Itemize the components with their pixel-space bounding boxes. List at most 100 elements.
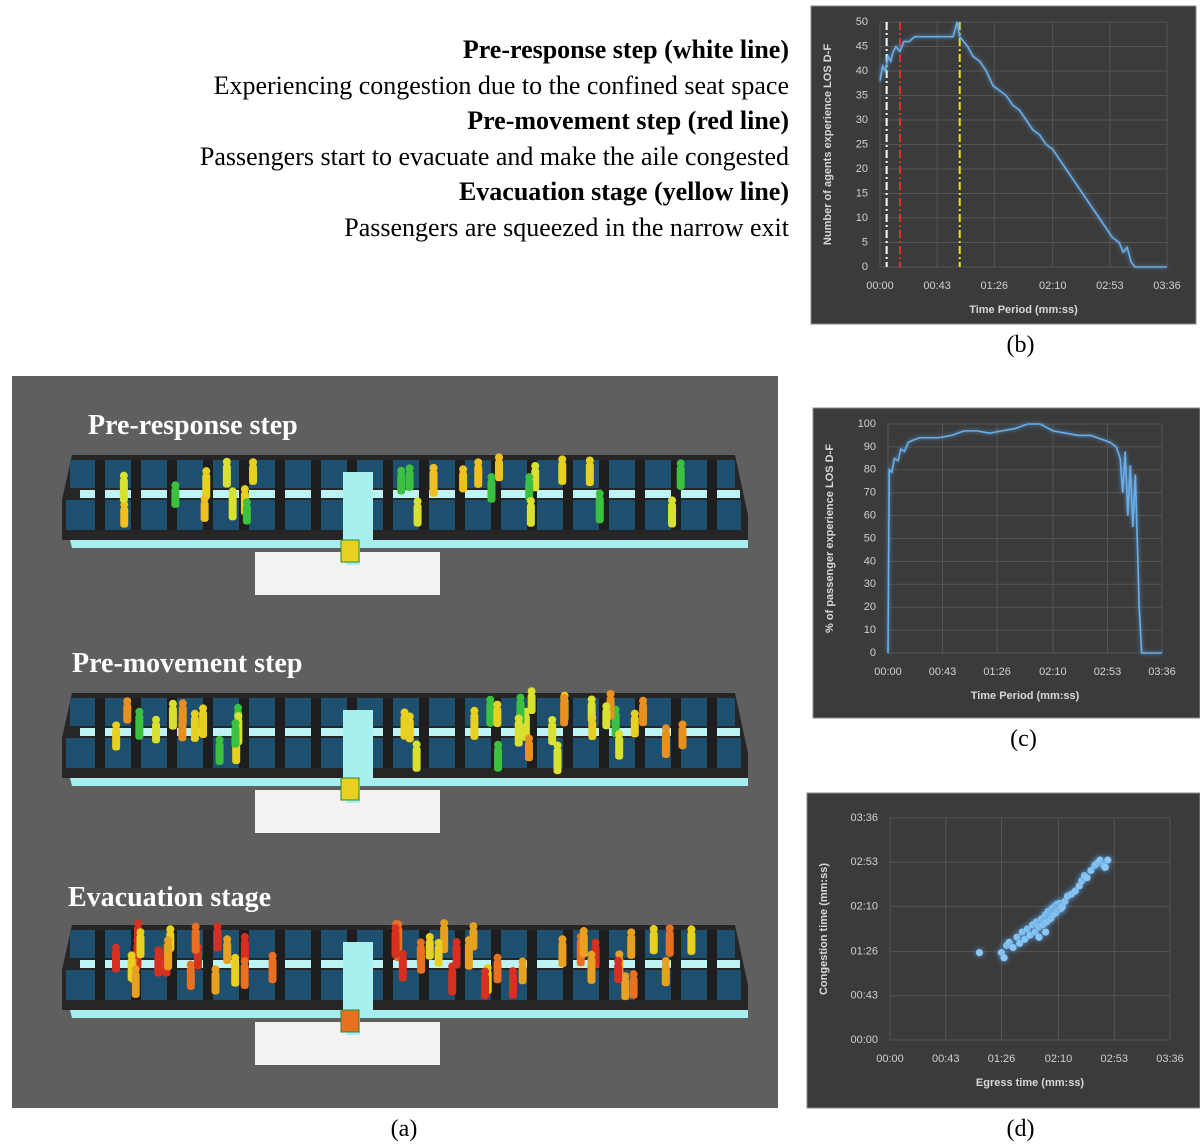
passenger-figure (621, 978, 630, 1001)
passenger-head (661, 724, 670, 733)
passenger-head (242, 498, 251, 507)
passenger-figure (405, 470, 414, 491)
y-tick-label: 5 (862, 236, 868, 248)
seat-divider (455, 460, 465, 530)
platform-edge (70, 540, 748, 548)
passenger-figure (553, 747, 562, 775)
x-tick-label: 03:36 (1148, 666, 1176, 678)
data-point (1101, 863, 1109, 871)
passenger-head (678, 720, 687, 729)
passenger-head (595, 489, 604, 498)
y-tick-label: 45 (856, 40, 868, 52)
y-axis-label: Congestion time (mm:ss) (818, 863, 830, 995)
passenger-head (417, 947, 426, 956)
y-tick-label: 20 (864, 601, 876, 613)
y-tick-label: 30 (856, 114, 868, 126)
seat-divider (563, 698, 573, 768)
passenger-figure (630, 715, 639, 738)
passenger-head (391, 924, 400, 933)
data-point (1023, 925, 1032, 933)
passenger-head (123, 697, 132, 706)
chart-background (810, 5, 1197, 325)
seat-divider (599, 930, 609, 1000)
y-tick-label: 0 (862, 261, 868, 273)
passenger-figure (627, 934, 636, 959)
passenger-figure (202, 473, 211, 500)
passenger-head (459, 465, 468, 474)
seat-divider (455, 698, 465, 768)
y-tick-label: 90 (864, 441, 876, 453)
passenger-figure (579, 933, 588, 958)
passenger-head (665, 924, 674, 933)
panel-caption: (a) (391, 1116, 418, 1142)
passenger-head (602, 702, 611, 711)
seat-divider (419, 460, 429, 530)
passenger-head (591, 938, 600, 947)
aisle (80, 960, 740, 968)
passenger-head (222, 457, 231, 466)
passenger-figure (186, 966, 195, 990)
x-tick-label: 00:00 (866, 280, 894, 292)
passenger-figure (494, 746, 503, 772)
note-text: Passengers start to evacuate and make th… (200, 142, 789, 171)
x-axis-label: Egress time (mm:ss) (976, 1077, 1085, 1089)
passenger-figure (588, 720, 597, 741)
passenger-figure (481, 973, 490, 1000)
y-tick-label: 50 (864, 532, 876, 544)
seat-divider (671, 460, 681, 530)
passenger-figure (525, 479, 534, 502)
note-heading: Evacuation stage (yellow line) (459, 177, 789, 206)
passenger-head (413, 497, 422, 506)
passenger-figure (223, 941, 232, 965)
passenger-figure (222, 463, 231, 488)
x-tick-label: 00:43 (932, 1053, 960, 1065)
passenger-figure (240, 963, 249, 989)
passenger-head (119, 471, 128, 480)
passenger-figure (668, 502, 677, 528)
data-point (975, 949, 984, 957)
passenger-head (527, 687, 536, 696)
seat-divider (707, 930, 717, 1000)
passenger-head (649, 924, 658, 933)
passenger-head (429, 463, 438, 472)
panel-caption: (b) (1007, 332, 1035, 358)
seat-divider (491, 460, 501, 530)
y-tick-label: 03:36 (850, 812, 878, 824)
y-axis-label: % of passenger experience LOS D-F (824, 444, 836, 633)
train (62, 919, 748, 1065)
x-tick-label: 02:53 (1100, 1053, 1128, 1065)
passenger-head (474, 458, 483, 467)
seat-divider (383, 460, 393, 530)
passenger-figure (615, 736, 624, 760)
passenger-head (215, 735, 224, 744)
passenger-figure (397, 472, 406, 495)
passenger-head (234, 712, 243, 721)
step-title: Pre-response step (88, 410, 298, 441)
seat-divider (491, 698, 501, 768)
seat-divider (599, 698, 609, 768)
x-tick-label: 02:53 (1096, 280, 1124, 292)
passenger-head (615, 730, 624, 739)
data-point (1016, 939, 1024, 947)
passenger-figure (440, 925, 449, 954)
passenger-head (231, 719, 240, 728)
passenger-head (560, 693, 569, 702)
x-tick-label: 02:10 (1039, 280, 1067, 292)
note-heading: Pre-movement step (red line) (467, 106, 789, 135)
passenger-figure (665, 930, 674, 957)
passenger-head (134, 919, 143, 928)
passenger-head (397, 466, 406, 475)
passenger-head (168, 699, 177, 708)
seat-divider (95, 930, 105, 1000)
passenger-head (240, 485, 249, 494)
passenger-figure (486, 701, 495, 727)
passenger-head (487, 473, 496, 482)
chart: 0 5 10 15 20 25 30 35 40 45 50 00:00 00:43 01:26 02:10… (810, 5, 1197, 358)
seat-divider (707, 698, 717, 768)
passenger-figure (448, 968, 457, 996)
chart-background (812, 407, 1200, 719)
passenger-figure (548, 721, 557, 746)
passenger-figure (123, 703, 132, 724)
y-tick-label: 80 (864, 464, 876, 476)
